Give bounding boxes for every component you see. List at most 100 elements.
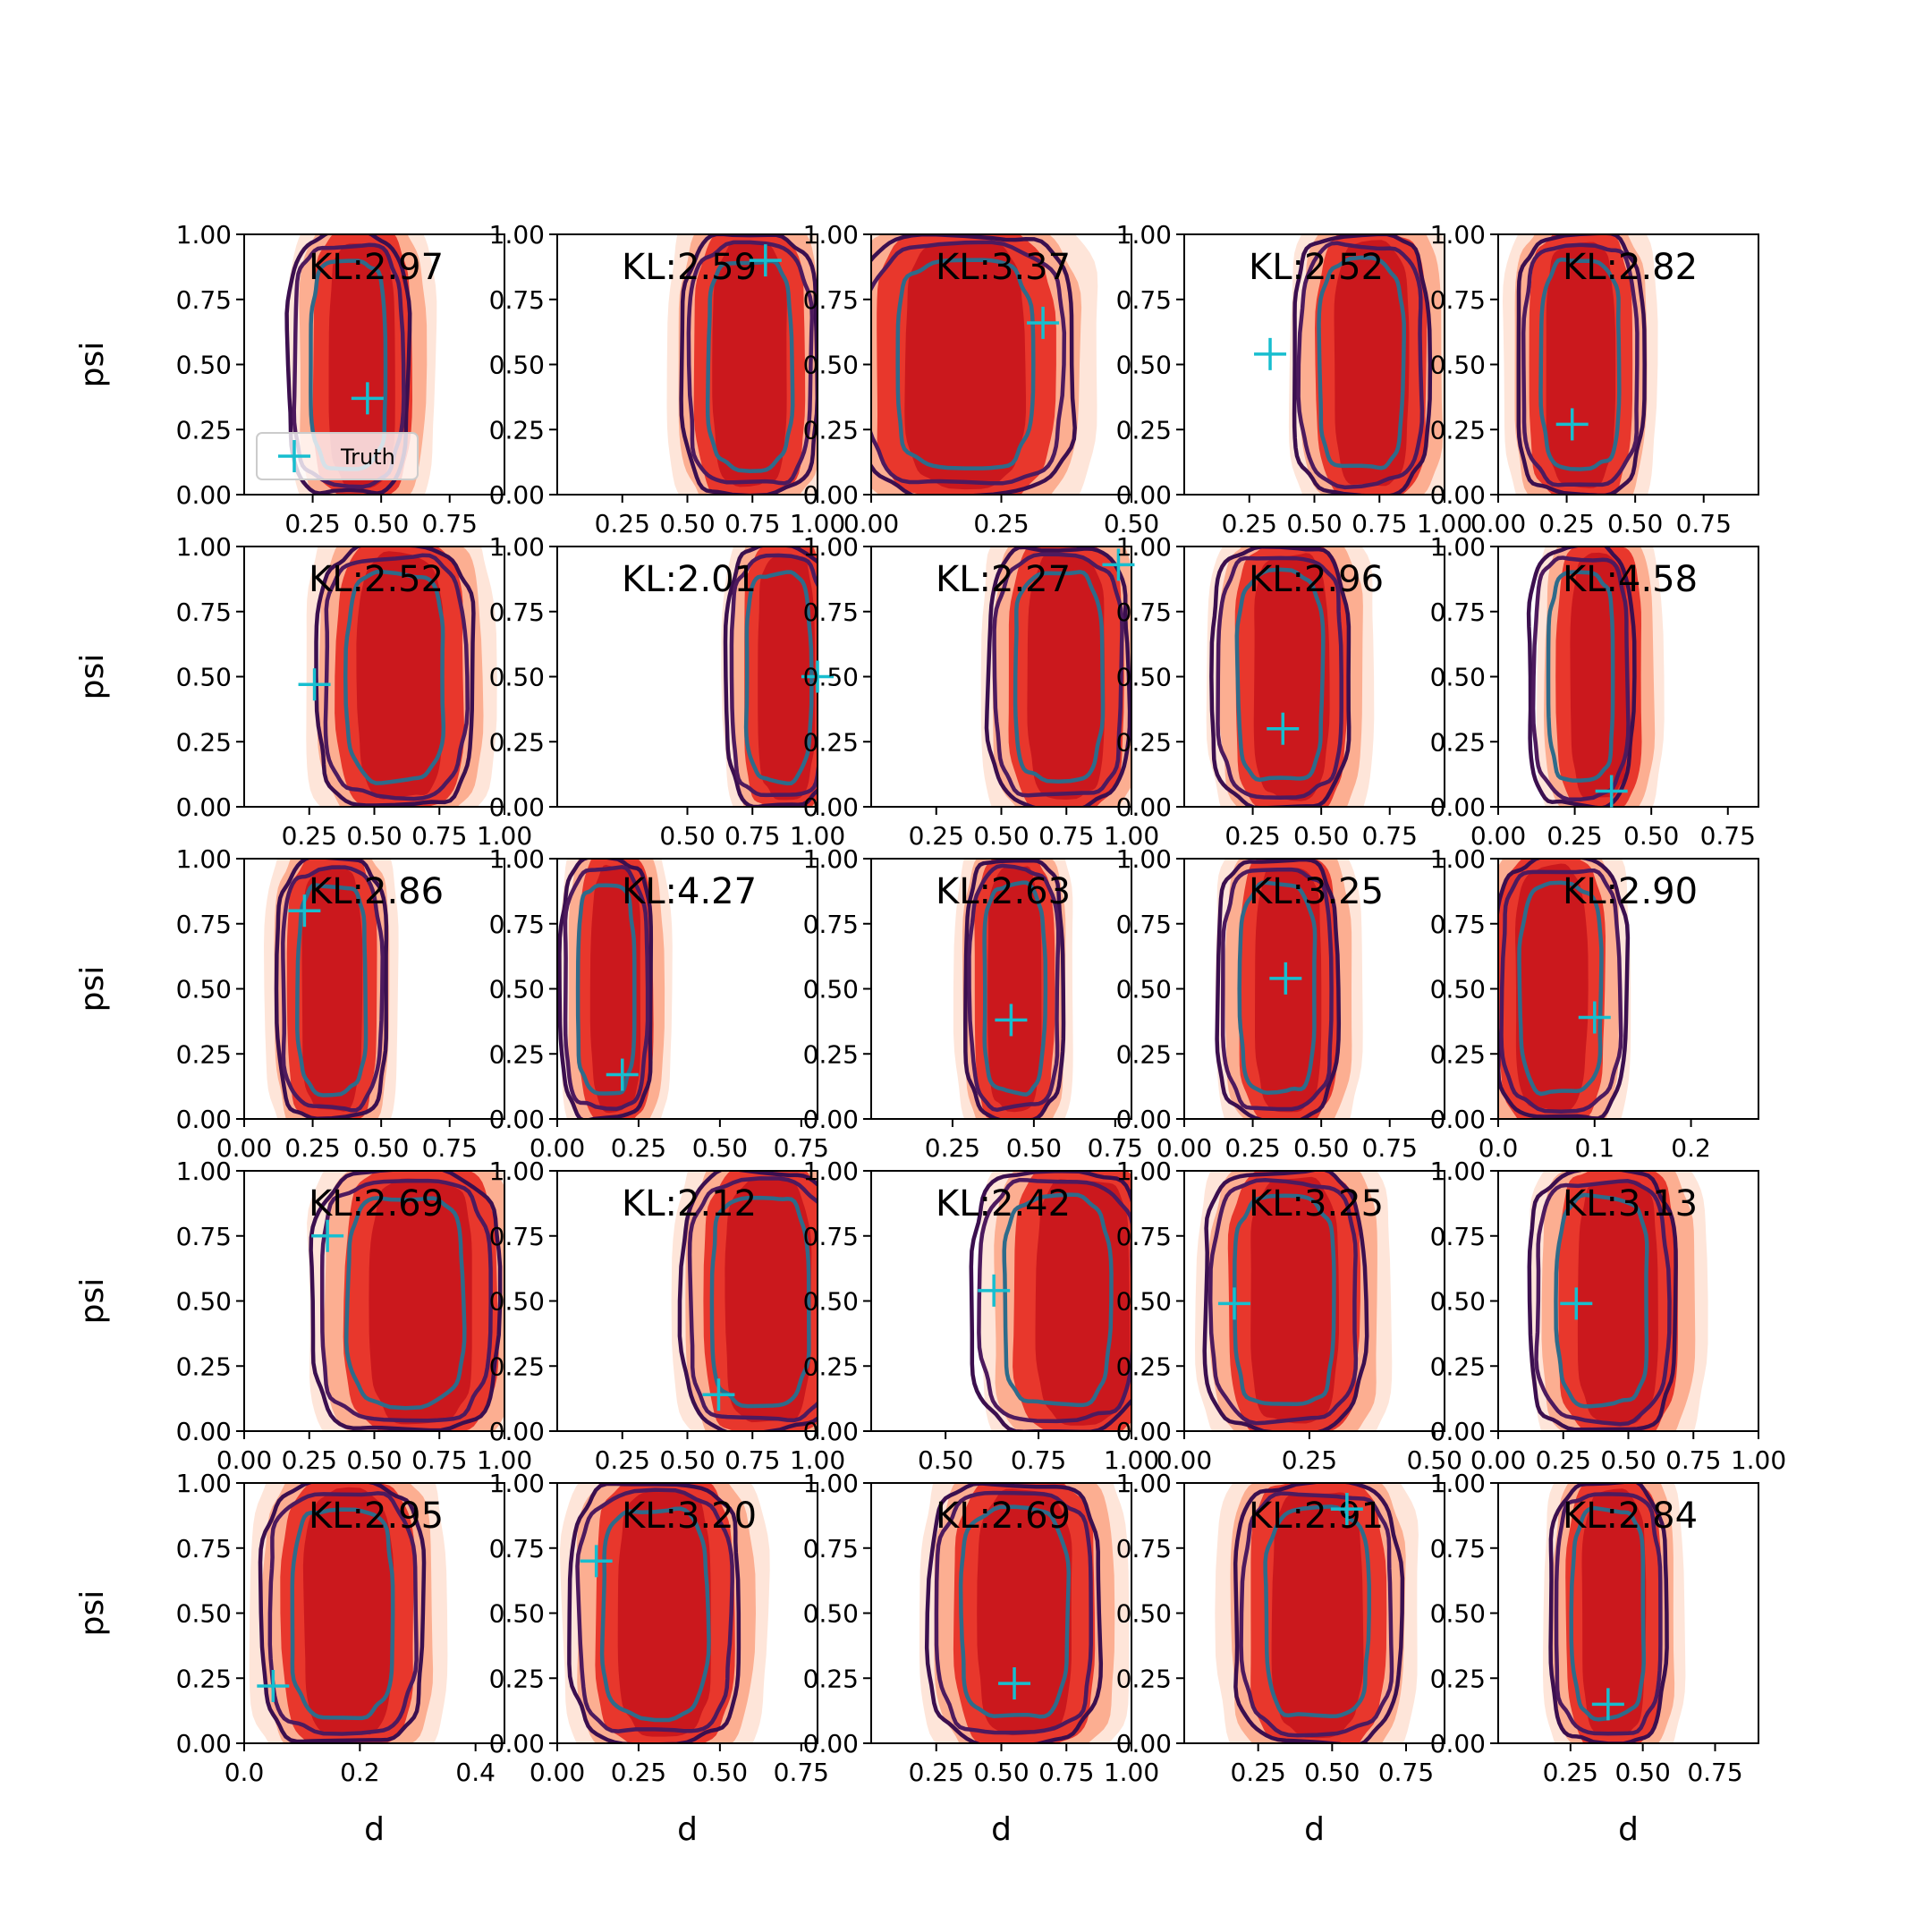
kl-annotation: KL:2.90 bbox=[1563, 871, 1698, 912]
y-tick-label: 0.75 bbox=[1116, 910, 1172, 939]
x-tick-label: 0.75 bbox=[774, 1133, 829, 1163]
y-tick-label: 0.00 bbox=[803, 792, 859, 822]
x-tick-label: 0.50 bbox=[918, 1445, 973, 1475]
y-tick-label: 0.50 bbox=[489, 351, 545, 380]
x-tick-label: 0.1 bbox=[1575, 1133, 1615, 1163]
y-tick-label: 0.50 bbox=[1430, 1599, 1486, 1629]
truth-marker bbox=[1269, 962, 1302, 995]
truth-marker bbox=[1595, 775, 1628, 808]
x-tick-label: 0.25 bbox=[973, 509, 1029, 538]
y-tick-label: 0.00 bbox=[489, 1417, 545, 1446]
y-tick-label: 1.00 bbox=[803, 844, 859, 874]
y-tick-label: 0.25 bbox=[803, 1039, 859, 1069]
subplot-4: 0.00 0.25 0.50 0.75 1.00 0.25 0.50 0.75 1.00 KL:2… bbox=[1116, 220, 1473, 538]
x-tick-label: 0.75 bbox=[411, 821, 467, 851]
posterior-contour-outer bbox=[1527, 1171, 1678, 1431]
truth-marker bbox=[1555, 408, 1589, 441]
x-tick-label: 0.50 bbox=[692, 1758, 748, 1787]
y-tick-label: 0.00 bbox=[1430, 1417, 1486, 1446]
y-tick-label: 0.50 bbox=[1116, 975, 1172, 1004]
posterior-contour-inner bbox=[290, 1507, 395, 1721]
x-tick-label: 0.25 bbox=[909, 821, 964, 851]
kl-annotation: KL:3.25 bbox=[1249, 1183, 1384, 1224]
posterior-contour-outer bbox=[1548, 1483, 1669, 1743]
x-axis-label: d bbox=[1618, 1811, 1639, 1848]
y-tick-label: 0.50 bbox=[1430, 975, 1486, 1004]
x-tick-label: 0.75 bbox=[1011, 1445, 1066, 1475]
y-tick-label: 0.00 bbox=[1430, 792, 1486, 822]
y-tick-label: 0.00 bbox=[803, 480, 859, 510]
subplot-21: 0.00 0.25 0.50 0.75 1.00 0.0 0.2 0.4 KL:2.95 psi d bbox=[74, 1469, 505, 1848]
x-tick-label: 0.2 bbox=[1671, 1133, 1711, 1163]
posterior-contour-mid bbox=[1499, 868, 1623, 1114]
kl-annotation: KL:2.95 bbox=[309, 1496, 444, 1537]
y-tick-label: 0.25 bbox=[176, 415, 232, 445]
x-tick-label: 0.50 bbox=[1623, 821, 1679, 851]
posterior-contour-outer bbox=[969, 1171, 1131, 1431]
kl-annotation: KL:2.52 bbox=[1249, 247, 1384, 288]
y-tick-label: 0.00 bbox=[1116, 1417, 1172, 1446]
x-axis-label: d bbox=[677, 1811, 698, 1848]
posterior-contour-inner bbox=[958, 1504, 1072, 1719]
x-tick-label: 0.00 bbox=[843, 509, 899, 538]
posterior-contour-outer bbox=[314, 547, 476, 807]
posterior-contour-inner bbox=[1002, 1192, 1114, 1408]
posterior-contour-outer bbox=[984, 547, 1131, 807]
density-fill-core bbox=[301, 865, 363, 1112]
posterior-contour-mid bbox=[1208, 1177, 1359, 1426]
kl-annotation: KL:3.25 bbox=[1249, 871, 1384, 912]
posterior-contour-outer bbox=[871, 234, 1077, 495]
subplot-10: 0.00 0.25 0.50 0.75 1.00 0.00 0.25 0.50 0.75 KL:4… bbox=[1430, 532, 1759, 851]
x-tick-label: 0.75 bbox=[1088, 1133, 1143, 1163]
posterior-contour-outer bbox=[677, 1171, 818, 1431]
kl-annotation: KL:4.27 bbox=[622, 871, 757, 912]
y-tick-label: 0.25 bbox=[489, 415, 545, 445]
posterior-contour-inner bbox=[709, 1195, 811, 1409]
truth-marker bbox=[311, 1219, 344, 1252]
y-tick-label: 0.50 bbox=[176, 351, 232, 380]
subplot-22: 0.00 0.25 0.50 0.75 1.00 0.00 0.25 0.50 0.75 KL:3… bbox=[489, 1469, 829, 1848]
density-fill-core bbox=[617, 1492, 711, 1737]
posterior-contour-mid bbox=[1220, 867, 1334, 1112]
truth-marker bbox=[1560, 1287, 1593, 1320]
kl-annotation: KL:2.96 bbox=[1249, 559, 1384, 600]
posterior-contour-inner bbox=[982, 880, 1048, 1097]
posterior-contour-outer bbox=[1233, 1483, 1405, 1743]
y-tick-label: 0.75 bbox=[1430, 285, 1486, 315]
subplot-15: 0.00 0.25 0.50 0.75 1.00 0.0 0.1 0.2 KL:2.90 bbox=[1430, 844, 1759, 1163]
x-tick-label: 0.00 bbox=[1157, 1445, 1212, 1475]
posterior-contour-mid bbox=[563, 865, 650, 1111]
y-tick-label: 1.00 bbox=[1430, 844, 1486, 874]
subplot-18: 0.00 0.25 0.50 0.75 1.00 0.50 0.75 1.00 KL:2.42 bbox=[803, 1157, 1160, 1475]
x-tick-label: 0.25 bbox=[282, 1445, 337, 1475]
posterior-contour-mid bbox=[871, 240, 1067, 486]
x-tick-label: 0.75 bbox=[724, 509, 780, 538]
y-tick-label: 0.00 bbox=[803, 1729, 859, 1758]
y-tick-label: 0.00 bbox=[803, 1417, 859, 1446]
posterior-contour-outer bbox=[723, 547, 818, 807]
y-tick-label: 0.50 bbox=[1116, 663, 1172, 692]
y-tick-label: 0.00 bbox=[1116, 480, 1172, 510]
x-tick-label: 0.00 bbox=[530, 1758, 585, 1787]
y-tick-label: 0.25 bbox=[176, 1352, 232, 1381]
x-tick-label: 0.25 bbox=[1282, 1445, 1337, 1475]
kl-annotation: KL:3.13 bbox=[1563, 1183, 1698, 1224]
kl-annotation: KL:2.69 bbox=[936, 1496, 1071, 1537]
x-tick-label: 0.50 bbox=[1286, 509, 1342, 538]
posterior-contour-outer bbox=[567, 1483, 741, 1743]
y-tick-label: 0.25 bbox=[803, 1352, 859, 1381]
subplot-5: 0.00 0.25 0.50 0.75 1.00 0.00 0.25 0.50 0.75 KL:2… bbox=[1430, 220, 1759, 538]
posterior-contour-mid bbox=[729, 553, 818, 798]
density-fill-core bbox=[1334, 240, 1410, 487]
x-tick-label: 1.00 bbox=[790, 509, 845, 538]
kl-annotation: KL:2.12 bbox=[622, 1183, 757, 1224]
y-tick-label: 0.50 bbox=[803, 663, 859, 692]
y-tick-label: 0.25 bbox=[1116, 415, 1172, 445]
subplot-12: 0.00 0.25 0.50 0.75 1.00 0.00 0.25 0.50 0.75 KL:4… bbox=[489, 844, 829, 1163]
y-tick-label: 0.50 bbox=[176, 663, 232, 692]
y-tick-label: 0.75 bbox=[489, 597, 545, 627]
y-tick-label: 0.25 bbox=[1116, 1039, 1172, 1069]
y-tick-label: 1.00 bbox=[803, 1157, 859, 1186]
x-tick-label: 0.75 bbox=[422, 1133, 478, 1163]
